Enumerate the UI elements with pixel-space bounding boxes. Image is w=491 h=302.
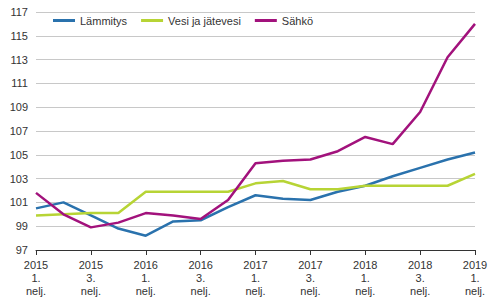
- svg-text:111: 111: [11, 77, 28, 89]
- svg-text:nelj.: nelj.: [191, 285, 211, 297]
- svg-text:3.: 3.: [416, 272, 425, 284]
- svg-text:2018: 2018: [408, 259, 432, 271]
- svg-text:2015: 2015: [79, 259, 103, 271]
- svg-text:Vesi ja jätevesi: Vesi ja jätevesi: [168, 15, 241, 27]
- svg-text:101: 101: [10, 196, 28, 208]
- svg-text:Lämmitys: Lämmitys: [80, 15, 128, 27]
- svg-text:1.: 1.: [470, 272, 479, 284]
- svg-text:2018: 2018: [353, 259, 377, 271]
- svg-text:nelj.: nelj.: [136, 285, 156, 297]
- svg-text:2016: 2016: [134, 259, 158, 271]
- svg-text:2017: 2017: [298, 259, 322, 271]
- svg-text:nelj.: nelj.: [81, 285, 101, 297]
- svg-text:3.: 3.: [306, 272, 315, 284]
- svg-text:109: 109: [10, 101, 28, 113]
- svg-text:nelj.: nelj.: [410, 285, 430, 297]
- svg-text:nelj.: nelj.: [245, 285, 265, 297]
- svg-text:nelj.: nelj.: [26, 285, 46, 297]
- svg-text:nelj.: nelj.: [355, 285, 375, 297]
- svg-text:3.: 3.: [196, 272, 205, 284]
- svg-text:117: 117: [10, 6, 28, 18]
- svg-text:3.: 3.: [86, 272, 95, 284]
- svg-text:107: 107: [10, 125, 28, 137]
- svg-text:2017: 2017: [243, 259, 267, 271]
- svg-text:nelj.: nelj.: [465, 285, 485, 297]
- svg-text:97: 97: [16, 244, 28, 256]
- svg-text:Sähkö: Sähkö: [282, 15, 313, 27]
- svg-text:105: 105: [10, 149, 28, 161]
- svg-text:1.: 1.: [31, 272, 40, 284]
- svg-text:103: 103: [10, 173, 28, 185]
- svg-text:2016: 2016: [188, 259, 212, 271]
- svg-text:113: 113: [10, 54, 28, 66]
- svg-text:1.: 1.: [361, 272, 370, 284]
- svg-text:2019: 2019: [463, 259, 487, 271]
- svg-text:2015: 2015: [24, 259, 48, 271]
- svg-text:1.: 1.: [251, 272, 260, 284]
- svg-text:nelj.: nelj.: [300, 285, 320, 297]
- svg-text:115: 115: [10, 30, 28, 42]
- svg-text:99: 99: [16, 220, 28, 232]
- svg-text:1.: 1.: [141, 272, 150, 284]
